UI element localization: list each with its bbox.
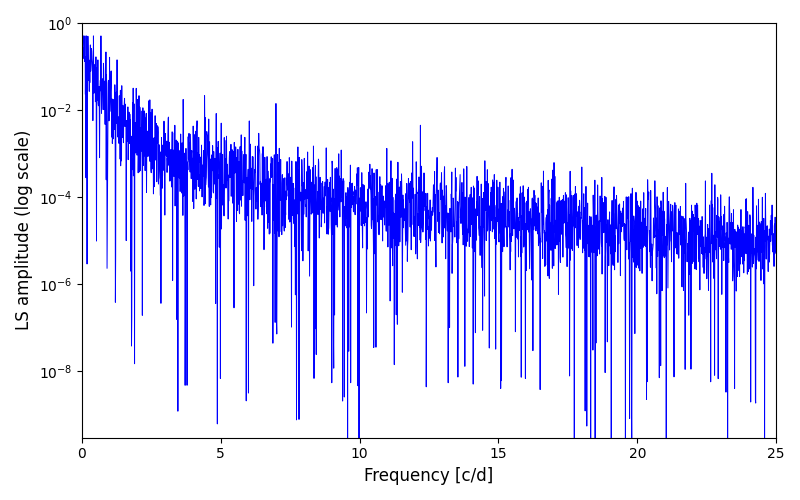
X-axis label: Frequency [c/d]: Frequency [c/d]: [364, 467, 494, 485]
Y-axis label: LS amplitude (log scale): LS amplitude (log scale): [15, 130, 33, 330]
